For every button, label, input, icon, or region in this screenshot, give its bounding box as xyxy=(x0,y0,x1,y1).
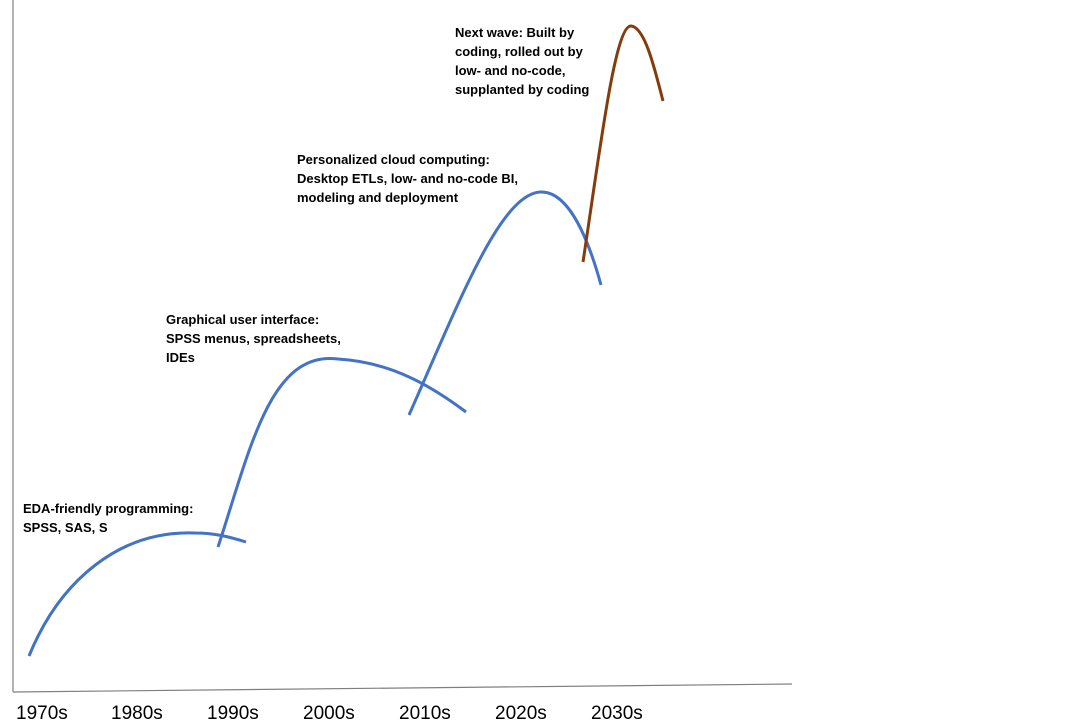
wave-4-curve xyxy=(581,24,665,263)
wave-1-curve xyxy=(27,531,247,657)
annotation-line: Desktop ETLs, low- and no-code BI, xyxy=(297,171,519,186)
annotation-line: Next wave: Built by xyxy=(455,25,575,40)
x-tick-label: 2030s xyxy=(591,703,643,724)
x-tick-label: 2010s xyxy=(399,703,451,724)
annotation-eda-programming: EDA-friendly programming: SPSS, SAS, S xyxy=(23,499,193,537)
annotation-line: IDEs xyxy=(166,350,195,365)
x-tick-label: 2020s xyxy=(495,703,547,724)
annotation-line: low- and no-code, xyxy=(455,63,566,78)
annotation-line: SPSS menus, spreadsheets, xyxy=(166,331,341,346)
annotation-line: modeling and deployment xyxy=(297,190,459,205)
annotation-line: coding, rolled out by xyxy=(455,44,583,59)
annotation-line: supplanted by coding xyxy=(455,82,590,97)
annotation-gui: Graphical user interface: SPSS menus, sp… xyxy=(166,310,341,367)
x-tick-label: 1990s xyxy=(207,703,259,724)
annotation-next-wave: Next wave: Built by coding, rolled out b… xyxy=(455,23,589,99)
wave-3-curve xyxy=(407,190,603,416)
annotation-cloud-computing: Personalized cloud computing: Desktop ET… xyxy=(297,150,518,207)
x-tick-label: 1970s xyxy=(16,703,68,724)
x-tick-label: 1980s xyxy=(111,703,163,724)
annotation-line: Graphical user interface: xyxy=(166,312,320,327)
wave-2-curve xyxy=(216,357,467,548)
annotation-line: Personalized cloud computing: xyxy=(297,152,490,167)
x-tick-label: 2000s xyxy=(303,703,355,724)
annotation-line: SPSS, SAS, S xyxy=(23,520,108,535)
x-axis xyxy=(12,683,793,693)
annotation-line: EDA-friendly programming: xyxy=(23,501,194,516)
